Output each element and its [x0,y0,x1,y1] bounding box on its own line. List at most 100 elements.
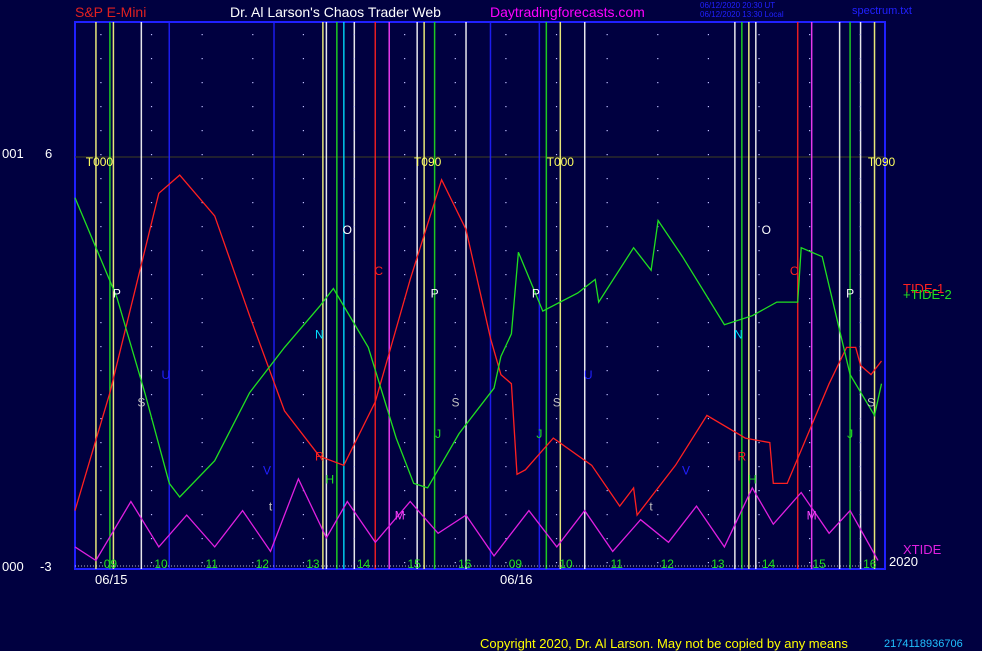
grid-dot [555,130,558,132]
annotation-label-7: O [343,223,352,237]
grid-dot [809,466,811,468]
grid-dot [505,274,507,276]
grid-dot [809,346,811,348]
grid-dot [100,130,102,132]
grid-dot [150,202,153,204]
grid-dot [150,250,153,252]
grid-dot [758,346,760,348]
grid-dot [809,226,811,228]
grid-dot [454,538,456,540]
grid-dot [302,562,305,564]
grid-dot [555,298,558,300]
grid-dot [505,178,507,180]
grid-dot [606,178,608,180]
grid-dot [758,562,760,564]
annotation-label-25: M [807,509,817,523]
grid-dot [809,58,811,60]
annotation-label-8: C [374,264,383,278]
grid-dot [809,106,811,108]
grid-dot [404,154,406,156]
grid-dot [657,298,659,300]
grid-dot [555,82,558,84]
grid-dot [302,370,305,372]
grid-dot [454,322,456,324]
grid-dot [758,394,760,396]
annotation-label-18: U [584,368,593,382]
site-url[interactable]: Daytradingforecasts.com [490,4,645,20]
hour-label-4: 13 [306,557,320,571]
axis-top-code: 001 [2,146,24,161]
grid-dot [150,442,153,444]
grid-dot [555,394,558,396]
grid-dot [707,58,710,60]
annotation-label-4: P [113,287,121,301]
grid-dot [353,130,355,132]
grid-dot [859,514,861,516]
grid-dot [505,322,507,324]
hour-labels: 09 10 11 12 13 14 15 16 09 10 11 12 13 14 15 16 [104,557,877,571]
annotation-label-2: T000 [547,155,575,169]
grid-dot [100,298,102,300]
grid-dot [404,562,406,564]
grid-dot [707,130,710,132]
grid-dot [606,226,608,228]
grid-dot [555,58,558,60]
annotation-label-24: H [748,472,757,486]
grid-dot [150,562,153,564]
grid-dot [859,154,861,156]
grid-dot [809,298,811,300]
grid-dot [150,466,153,468]
grid-dot [657,154,659,156]
annotation-label-12: M [395,509,405,523]
grid-dot [252,82,254,84]
grid-dot [758,274,760,276]
grid-dot [100,58,102,60]
grid-dot [252,58,254,60]
grid-dot [302,154,305,156]
annotation-label-5: S [137,395,145,409]
grid-dot [404,250,406,252]
grid-dot [809,34,811,36]
grid-dot [353,562,355,564]
grid-dot [454,34,456,36]
grid-dot [150,298,153,300]
grid-dot [201,370,203,372]
grid-dot [758,442,760,444]
grid-dot [454,466,456,468]
annotation-label-16: P [532,287,540,301]
grid-dot [707,82,710,84]
grid-dot [404,370,406,372]
grid-dot [758,202,760,204]
grid-dot [657,490,659,492]
grid-dot [555,226,558,228]
grid-dot [859,34,861,36]
grid-dot [555,514,558,516]
grid-dot [555,274,558,276]
grid-dot [201,562,203,564]
grid-dot [707,202,710,204]
grid-dot [353,538,355,540]
grid-dot [606,562,608,564]
grid-dot [758,82,760,84]
grid-dot [353,418,355,420]
grid-dot [809,538,811,540]
grid-dot [252,562,254,564]
grid-dot [252,130,254,132]
hour-label-3: 12 [256,557,270,571]
axis-top-value: 6 [45,146,53,161]
grid-dot [758,538,760,540]
hour-label-15: 16 [863,557,877,571]
grid-dot [100,154,102,156]
grid-dot [657,562,659,564]
grid-dot [302,202,305,204]
grid-dot [555,418,558,420]
grid-dot [859,82,861,84]
grid-dot [404,274,406,276]
grid-dot [454,346,456,348]
grid-dot [859,58,861,60]
series-line-tide-1 [74,174,883,517]
annotation-label-28: J [847,427,853,441]
grid-dot [100,466,102,468]
hour-label-11: 12 [661,557,675,571]
grid-dot [454,514,456,516]
